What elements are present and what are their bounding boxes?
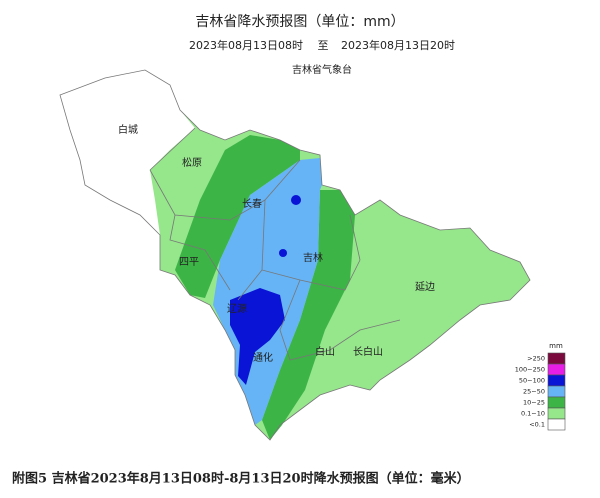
legend-swatch: [547, 352, 566, 365]
legend: mm >250 100~250 50~100 25~50 10~25 0.1~10 <0.1: [515, 342, 566, 431]
legend-swatch: [547, 418, 566, 431]
map-title: 吉林省降水预报图（单位：mm）: [195, 14, 404, 30]
city-label: 长春: [242, 198, 262, 210]
city-label: 通化: [253, 351, 273, 364]
city-border: [149, 127, 401, 361]
legend-label: 50~100: [519, 377, 545, 385]
time-end: 2023年08月13日20时: [341, 38, 455, 52]
legend-swatch: [547, 374, 566, 387]
city-label: 辽源: [227, 302, 247, 315]
time-separator: 至: [318, 39, 329, 52]
map: [59, 69, 531, 441]
rainstorm-spot: [279, 249, 287, 257]
legend-label: >250: [527, 355, 545, 363]
caption: 附图5 吉林省2023年8月13日08时-8月13日20时降水预报图（单位：毫米…: [12, 471, 470, 487]
city-labels: 白城 松原 长春 吉林 四平 辽源 通化 白山 长白山 延边: [118, 123, 435, 364]
legend-swatch: [547, 396, 566, 409]
city-label: 松原: [182, 156, 202, 169]
city-label: 长白山: [353, 345, 383, 358]
legend-unit: mm: [549, 342, 563, 350]
legend-swatch: [547, 385, 566, 398]
legend-label: 25~50: [523, 388, 545, 396]
legend-swatch: [547, 363, 566, 376]
city-label: 四平: [179, 257, 199, 268]
province-border: [59, 69, 531, 441]
legend-label: 10~25: [523, 399, 545, 407]
city-label: 白山: [315, 345, 335, 358]
dry-region: [60, 70, 195, 235]
city-label: 白城: [118, 123, 138, 136]
moderate-rain-region: [175, 135, 300, 298]
city-label: 吉林: [303, 251, 323, 264]
legend-label: 100~250: [515, 366, 545, 374]
legend-label: <0.1: [529, 421, 545, 429]
issuer: 吉林省气象台: [292, 63, 352, 76]
rainstorm-region: [230, 288, 285, 385]
rainstorm-spot: [291, 195, 301, 205]
time-start: 2023年08月13日08时: [189, 38, 303, 52]
city-label: 延边: [415, 281, 435, 293]
legend-label: 0.1~10: [521, 410, 545, 418]
moderate-rain-region: [262, 190, 355, 440]
legend-swatch: [547, 407, 566, 420]
